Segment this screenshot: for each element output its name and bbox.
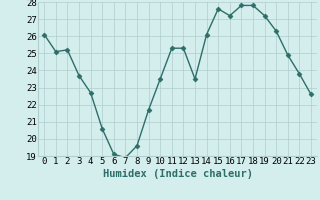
X-axis label: Humidex (Indice chaleur): Humidex (Indice chaleur) [103,169,252,179]
